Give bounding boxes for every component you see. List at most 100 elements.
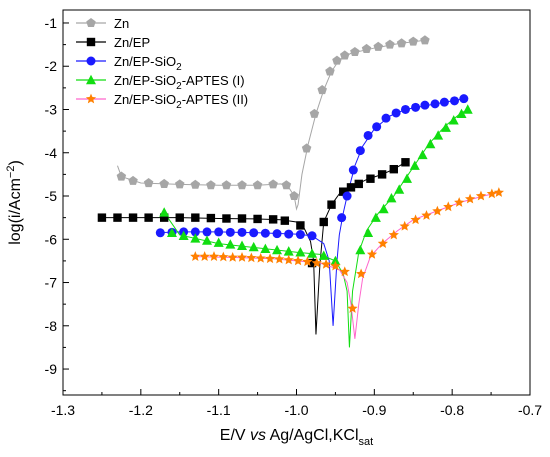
- data-point: [295, 247, 306, 257]
- data-point: [225, 239, 236, 249]
- data-point: [283, 246, 294, 256]
- data-point: [272, 244, 283, 255]
- data-point: [332, 55, 342, 65]
- y-tick-label: -1: [45, 15, 58, 31]
- data-point: [159, 213, 169, 222]
- data-point: [190, 179, 201, 189]
- y-tick-label: -4: [45, 145, 58, 161]
- data-point: [425, 138, 436, 149]
- legend-entry-zn-ep: Zn/EP: [76, 35, 150, 50]
- data-point: [227, 252, 238, 262]
- series-points-zn-ep-sio2-aptes-i: [159, 104, 473, 266]
- legend-entry-zn-ep-sio2: Zn/EP-SiO2: [76, 54, 182, 73]
- data-point: [307, 258, 317, 268]
- x-title-sub: sat: [359, 436, 374, 448]
- data-point: [311, 257, 322, 268]
- data-point: [307, 231, 317, 241]
- data-point: [399, 220, 410, 231]
- data-point: [448, 115, 459, 125]
- data-point: [190, 227, 200, 237]
- data-point: [339, 266, 350, 277]
- data-point: [317, 85, 327, 95]
- data-point: [340, 50, 350, 60]
- data-point: [97, 213, 107, 222]
- data-point: [272, 229, 282, 239]
- series-points-zn: [116, 35, 430, 201]
- data-point: [401, 158, 410, 167]
- y-tick-label: -7: [45, 275, 58, 291]
- data-point: [350, 46, 360, 57]
- data-point: [318, 250, 329, 260]
- data-point: [199, 251, 210, 261]
- data-point: [370, 212, 381, 222]
- data-point: [284, 229, 294, 239]
- data-point: [361, 43, 372, 53]
- data-point: [417, 149, 428, 160]
- data-point: [386, 192, 397, 203]
- data-point: [385, 39, 395, 49]
- data-point: [420, 35, 430, 45]
- data-point: [330, 255, 341, 266]
- data-point: [409, 160, 420, 170]
- data-point: [237, 240, 248, 250]
- data-point: [214, 227, 224, 237]
- data-point: [464, 193, 476, 204]
- data-point: [206, 213, 216, 223]
- data-point: [289, 191, 299, 201]
- data-point: [389, 164, 398, 174]
- data-point: [346, 183, 356, 192]
- data-point: [320, 258, 332, 269]
- data-point: [377, 238, 389, 248]
- data-point: [159, 207, 170, 217]
- data-point: [302, 256, 313, 267]
- data-point: [354, 179, 363, 189]
- data-point: [400, 104, 410, 114]
- data-point: [249, 228, 259, 238]
- data-point: [260, 243, 271, 253]
- series-points-zn-ep-sio2-aptes-ii: [190, 187, 505, 313]
- x-tick-label: -1.2: [129, 402, 153, 418]
- data-point: [377, 170, 387, 179]
- x-title-after: Ag/AgCl,KCl: [266, 427, 358, 444]
- legend-entry-zn-ep-sio2-aptes-ii: Zn/EP-SiO2-APTES (II): [76, 92, 248, 111]
- data-point: [260, 228, 270, 238]
- data-point: [450, 96, 460, 106]
- data-point: [430, 99, 440, 109]
- data-point: [456, 108, 467, 119]
- legend-marker: [86, 37, 96, 47]
- data-point: [342, 191, 352, 201]
- legend-label: Zn/EP: [114, 35, 150, 50]
- x-axis-title: E/V vs Ag/AgCl,KClsat: [220, 427, 373, 448]
- y-tick-label: -9: [45, 361, 58, 377]
- x-tick-label: -1.1: [207, 402, 231, 418]
- data-point: [159, 178, 169, 188]
- y-title-close: ): [7, 160, 24, 165]
- data-point: [363, 130, 373, 140]
- data-point: [309, 108, 320, 118]
- data-point: [174, 179, 185, 189]
- data-point: [116, 171, 127, 181]
- data-point: [253, 214, 262, 224]
- data-point: [396, 38, 407, 48]
- data-point: [246, 252, 257, 263]
- data-point: [144, 213, 153, 222]
- x-tick-label: -0.8: [440, 402, 464, 418]
- data-point: [433, 130, 444, 140]
- data-point: [292, 255, 304, 266]
- data-point: [319, 217, 328, 227]
- data-point: [268, 179, 278, 189]
- data-point: [280, 216, 290, 225]
- series-points-zn-ep: [97, 158, 410, 268]
- data-point: [202, 227, 212, 237]
- data-point: [347, 303, 358, 313]
- data-point: [190, 251, 201, 261]
- data-point: [475, 190, 487, 201]
- data-point: [143, 178, 154, 188]
- data-point: [301, 143, 312, 153]
- y-title-main: log(i/Acm: [7, 178, 24, 245]
- data-point: [339, 187, 348, 196]
- data-point: [454, 197, 465, 207]
- x-tick-label: -0.9: [362, 402, 386, 418]
- data-point: [128, 213, 138, 222]
